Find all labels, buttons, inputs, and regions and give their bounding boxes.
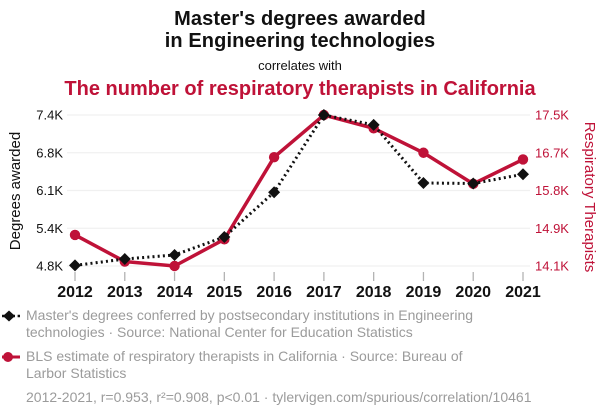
svg-text:2017: 2017	[306, 284, 342, 301]
svg-text:6.1K: 6.1K	[36, 183, 63, 198]
svg-text:Degrees awarded: Degrees awarded	[7, 132, 24, 250]
svg-text:6.8K: 6.8K	[36, 145, 63, 160]
svg-text:7.4K: 7.4K	[36, 108, 63, 123]
chart-area: 4.8K 5.4K 6.1K 6.8K 7.4K 14.1K 14.9K 15.8K 16.7K…	[0, 100, 600, 305]
svg-text:2019: 2019	[406, 284, 442, 301]
svg-text:2013: 2013	[107, 284, 143, 301]
svg-text:2014: 2014	[157, 284, 193, 301]
svg-text:14.1K: 14.1K	[535, 259, 569, 274]
stats-and-source-text: 2012-2021, r=0.953, r²=0.908, p<0.01 · t…	[26, 389, 532, 405]
svg-text:2021: 2021	[505, 284, 541, 301]
svg-text:15.8K: 15.8K	[535, 183, 569, 198]
svg-text:Respiratory Therapists: Respiratory Therapists	[581, 122, 598, 273]
svg-text:2018: 2018	[356, 284, 392, 301]
svg-text:2020: 2020	[455, 284, 491, 301]
svg-text:4.8K: 4.8K	[36, 259, 63, 274]
legend-label: Master's degrees conferred by postsecond…	[26, 307, 474, 340]
subtitle-red: The number of respiratory therapists in …	[64, 78, 536, 100]
legend-label: BLS estimate of respiratory therapists i…	[26, 348, 463, 381]
svg-text:2015: 2015	[207, 284, 243, 301]
svg-text:2012: 2012	[57, 284, 93, 301]
correlates-with-text: correlates with	[258, 58, 342, 73]
svg-text:17.5K: 17.5K	[535, 108, 569, 123]
svg-text:16.7K: 16.7K	[535, 145, 569, 160]
svg-text:5.4K: 5.4K	[36, 221, 63, 236]
svg-text:14.9K: 14.9K	[535, 221, 569, 236]
chart-header: Master's degrees awarded in Engineering …	[0, 0, 600, 100]
chart-footer: Master's degrees conferred by postsecond…	[0, 305, 600, 406]
legend-item-degrees: Master's degrees conferred by postsecond…	[2, 307, 594, 341]
page-title: Master's degrees awarded in Engineering …	[164, 8, 436, 52]
correlation-line-chart: 4.8K 5.4K 6.1K 6.8K 7.4K 14.1K 14.9K 15.8K 16.7K…	[7, 108, 598, 302]
svg-text:2016: 2016	[256, 284, 292, 301]
circle-solid-line-icon	[2, 352, 20, 362]
diamond-dashed-line-icon	[2, 310, 20, 322]
legend-item-therapists: BLS estimate of respiratory therapists i…	[2, 348, 594, 382]
